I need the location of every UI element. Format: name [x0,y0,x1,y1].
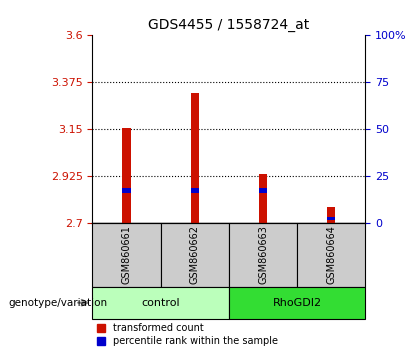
Text: GSM860663: GSM860663 [258,225,268,284]
Bar [229,223,297,287]
Bar [123,188,131,193]
Bar [161,223,229,287]
Bar [92,223,161,287]
Bar [229,287,365,319]
Text: GSM860664: GSM860664 [326,225,336,284]
Bar [259,174,267,223]
Bar [327,217,336,220]
Bar [191,93,199,223]
Text: GSM860662: GSM860662 [190,225,200,284]
Text: genotype/variation: genotype/variation [8,298,108,308]
Text: control: control [142,298,180,308]
Legend: transformed count, percentile rank within the sample: transformed count, percentile rank withi… [97,324,278,346]
Title: GDS4455 / 1558724_at: GDS4455 / 1558724_at [148,18,310,32]
Text: RhoGDI2: RhoGDI2 [273,298,322,308]
Bar [259,188,267,193]
Bar [123,128,131,223]
Text: GSM860661: GSM860661 [121,225,131,284]
Bar [297,223,365,287]
Bar [92,287,229,319]
Bar [327,207,336,223]
Bar [191,188,199,193]
